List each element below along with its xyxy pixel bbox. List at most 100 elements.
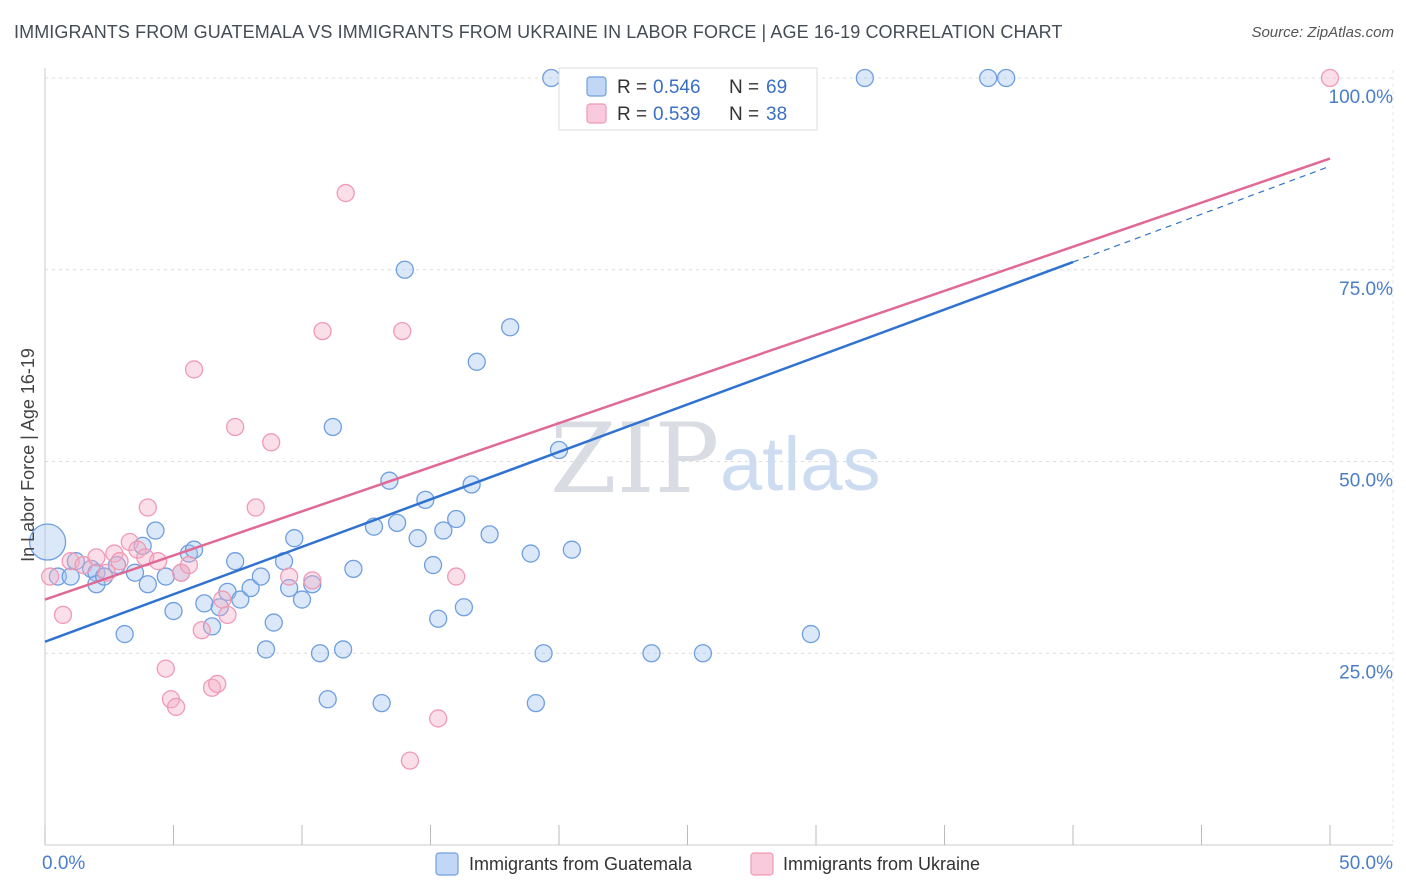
point-guatemala-32 xyxy=(292,590,312,609)
data-points xyxy=(28,68,1340,770)
legend-swatch-ukraine xyxy=(586,103,607,124)
legend-n-label-ukraine: N = xyxy=(729,104,759,125)
series-label-ukraine: Immigrants from Ukraine xyxy=(783,854,980,874)
watermark-atlas: atlas xyxy=(720,422,881,507)
point-ukraine-16 xyxy=(172,563,191,582)
point-ukraine-13 xyxy=(156,659,175,678)
point-ukraine-29 xyxy=(313,321,332,341)
point-ukraine-1 xyxy=(53,605,73,625)
point-ukraine-23 xyxy=(218,605,237,625)
x-tick-label-1: 50.0% xyxy=(1339,853,1393,874)
point-guatemala-54 xyxy=(501,318,520,337)
point-ukraine-33 xyxy=(429,709,448,728)
trend-extension-guatemala xyxy=(1072,165,1331,263)
legend-n-value-ukraine: 38 xyxy=(766,104,787,125)
series-swatch-ukraine xyxy=(750,852,774,876)
point-guatemala-53 xyxy=(480,525,499,544)
point-guatemala-25 xyxy=(241,578,260,598)
point-ukraine-31 xyxy=(393,321,412,341)
legend-n-value-guatemala: 69 xyxy=(766,77,787,98)
point-guatemala-46 xyxy=(423,555,443,575)
point-guatemala-62 xyxy=(693,644,713,663)
point-guatemala-42 xyxy=(387,513,407,533)
x-tick-label-0: 0.0% xyxy=(42,853,85,874)
tick-labels: 25.0% 50.0% 75.0% 100.0% 0.0% 50.0% xyxy=(42,87,1393,874)
point-guatemala-43 xyxy=(395,260,414,279)
point-guatemala-61 xyxy=(642,644,661,663)
axes xyxy=(44,68,1393,846)
trend-line-ukraine xyxy=(44,157,1331,601)
point-ukraine-27 xyxy=(279,567,299,586)
point-guatemala-23 xyxy=(226,552,245,571)
point-guatemala-49 xyxy=(447,509,466,529)
point-guatemala-35 xyxy=(318,690,337,709)
chart-source: Source: ZipAtlas.com xyxy=(1251,24,1394,41)
series-label-guatemala: Immigrants from Guatemala xyxy=(469,854,693,874)
watermark-zip: ZIP xyxy=(550,403,719,515)
point-ukraine-26 xyxy=(262,433,281,452)
point-guatemala-20 xyxy=(202,617,222,636)
point-ukraine-24 xyxy=(226,417,245,437)
point-ukraine-35 xyxy=(1320,68,1340,88)
y-tick-label-2: 75.0% xyxy=(1339,279,1393,300)
point-guatemala-58 xyxy=(542,68,561,88)
point-ukraine-11 xyxy=(138,498,157,517)
point-guatemala-64 xyxy=(855,68,874,88)
point-guatemala-13 xyxy=(146,521,165,540)
point-guatemala-9 xyxy=(115,624,134,644)
point-guatemala-57 xyxy=(534,644,553,663)
series-swatch-guatemala xyxy=(435,852,459,876)
point-ukraine-9 xyxy=(128,540,147,559)
point-ukraine-8 xyxy=(120,532,139,552)
trend-lines xyxy=(44,157,1331,643)
point-guatemala-15 xyxy=(164,601,183,621)
point-ukraine-25 xyxy=(246,498,265,517)
point-ukraine-22 xyxy=(213,590,232,609)
point-guatemala-12 xyxy=(138,575,157,594)
point-guatemala-28 xyxy=(264,613,283,632)
point-ukraine-18 xyxy=(184,360,204,379)
point-guatemala-44 xyxy=(408,529,427,548)
point-guatemala-31 xyxy=(285,529,304,548)
y-tick-label-0: 25.0% xyxy=(1339,662,1393,683)
point-guatemala-60 xyxy=(562,540,581,559)
point-ukraine-17 xyxy=(179,555,199,575)
point-guatemala-37 xyxy=(333,640,353,659)
point-ukraine-0 xyxy=(40,567,60,586)
series-legend: Immigrants from Guatemala Immigrants fro… xyxy=(435,852,980,876)
point-guatemala-1 xyxy=(48,567,67,586)
point-guatemala-52 xyxy=(467,352,486,371)
point-ukraine-21 xyxy=(208,674,227,694)
point-ukraine-7 xyxy=(110,552,129,571)
point-guatemala-26 xyxy=(251,567,271,586)
legend-r-label-guatemala: R = xyxy=(617,77,647,98)
point-guatemala-19 xyxy=(195,594,214,613)
point-guatemala-27 xyxy=(256,640,276,659)
point-guatemala-0 xyxy=(28,523,67,561)
point-guatemala-36 xyxy=(323,417,342,437)
point-guatemala-65 xyxy=(979,68,998,88)
point-guatemala-63 xyxy=(801,624,821,644)
legend-r-value-ukraine: 0.539 xyxy=(653,104,701,125)
point-guatemala-34 xyxy=(310,644,330,663)
point-ukraine-30 xyxy=(336,183,355,203)
point-guatemala-55 xyxy=(521,544,540,563)
point-ukraine-19 xyxy=(192,621,211,640)
trend-line-guatemala xyxy=(44,260,1074,643)
legend-r-value-guatemala: 0.546 xyxy=(653,77,701,98)
legend-r-label-ukraine: R = xyxy=(617,104,647,125)
point-ukraine-15 xyxy=(166,697,186,717)
point-guatemala-66 xyxy=(997,68,1016,88)
y-axis-label: In Labor Force | Age 16-19 xyxy=(18,348,38,562)
point-guatemala-56 xyxy=(526,693,546,713)
point-ukraine-28 xyxy=(303,571,322,590)
point-ukraine-32 xyxy=(400,751,420,770)
stats-legend: R = 0.546 N = 69 R = 0.539 N = 38 xyxy=(558,67,818,131)
point-guatemala-50 xyxy=(454,598,474,617)
point-guatemala-38 xyxy=(344,559,363,579)
point-ukraine-34 xyxy=(447,567,466,586)
point-guatemala-24 xyxy=(231,590,250,609)
point-guatemala-14 xyxy=(156,567,175,586)
chart-title: IMMIGRANTS FROM GUATEMALA VS IMMIGRANTS … xyxy=(14,22,1063,42)
